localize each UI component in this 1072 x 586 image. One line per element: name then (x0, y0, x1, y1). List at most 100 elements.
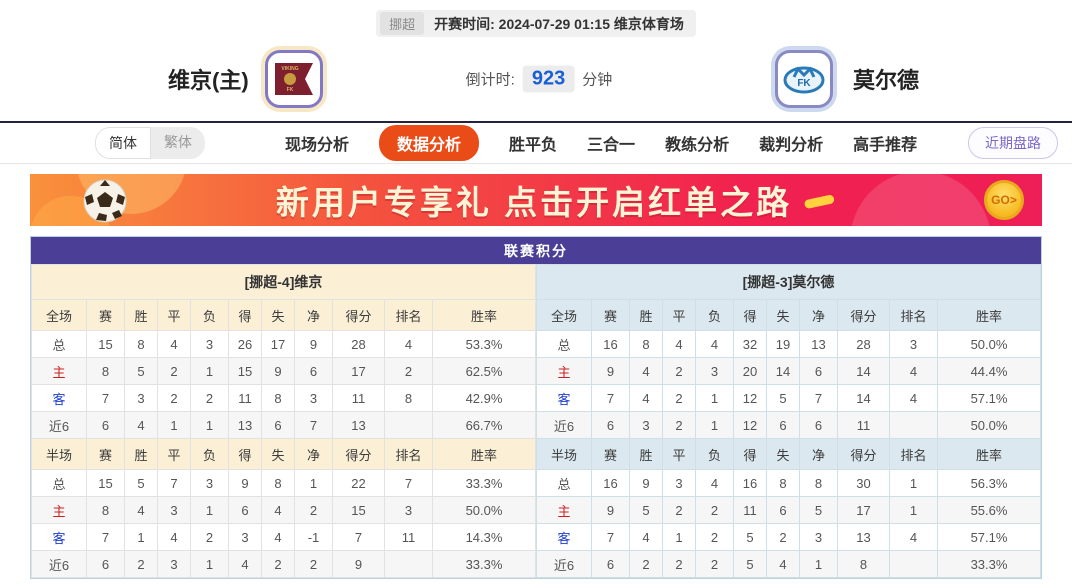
table-cell: 1 (157, 411, 191, 439)
table-cell: 4 (629, 357, 663, 385)
column-header: 平 (662, 438, 696, 470)
table-cell: 3 (124, 384, 158, 412)
table-cell: 6 (799, 411, 838, 439)
table-cell: 3 (228, 523, 262, 551)
column-header: 赛 (86, 299, 125, 331)
match-info-bar: 挪超 开赛时间: 2024-07-29 01:15 维京体育场 (0, 0, 1072, 37)
tab-expert-picks[interactable]: 高手推荐 (853, 137, 918, 154)
table-cell: 6 (228, 496, 262, 524)
table-cell: 1 (889, 469, 938, 497)
column-header: 失 (261, 438, 295, 470)
lang-traditional-option[interactable]: 繁体 (164, 134, 192, 150)
table-cell: 17 (837, 496, 890, 524)
promo-banner[interactable]: 新用户专享礼 点击开启红单之路 GO> (30, 174, 1042, 226)
table-cell: 9 (591, 496, 630, 524)
table-cell: 6 (766, 411, 800, 439)
column-header: 得分 (332, 299, 385, 331)
nav-bar: 简体 繁体 现场分析 数据分析 胜平负 三合一 教练分析 裁判分析 高手推荐 近… (0, 123, 1072, 164)
tab-live-analysis[interactable]: 现场分析 (285, 137, 350, 154)
table-cell: 33.3% (432, 469, 536, 497)
column-header: 净 (294, 438, 333, 470)
row-label: 总 (536, 330, 592, 358)
tab-three-in-one[interactable]: 三合一 (587, 137, 636, 154)
column-header: 胜 (629, 438, 663, 470)
svg-text:FK: FK (287, 87, 294, 93)
svg-text:VIKING: VIKING (281, 66, 298, 72)
table-cell: 53.3% (432, 330, 536, 358)
column-header: 平 (157, 438, 191, 470)
table-cell: 5 (766, 384, 800, 412)
go-button[interactable]: GO> (984, 180, 1024, 220)
table-cell: 4 (124, 496, 158, 524)
tab-data-analysis[interactable]: 数据分析 (379, 125, 480, 161)
table-cell: 8 (86, 496, 125, 524)
away-standings-table: [挪超-3]莫尔德 全场赛胜平负得失净得分 排名 胜率 总 16 8 4 4 32 19 13 28… (536, 264, 1041, 578)
table-cell: 3 (799, 523, 838, 551)
column-header: 得 (228, 438, 262, 470)
league-badge: 挪超 (380, 12, 425, 35)
countdown-unit: 分钟 (582, 71, 613, 89)
column-header: 全场 (31, 299, 87, 331)
table-cell: 2 (695, 550, 734, 578)
column-header: 胜率 (432, 299, 536, 331)
table-cell: 12 (733, 411, 767, 439)
column-header: 胜率 (432, 438, 536, 470)
table-row: 主 9 5 2 2 11 6 5 17 1 55.6% (536, 496, 1041, 524)
table-row: 近6 6 3 2 1 12 6 6 11 50.0% (536, 411, 1041, 439)
row-label: 近6 (536, 411, 592, 439)
table-cell: 8 (124, 330, 158, 358)
table-cell: 4 (228, 550, 262, 578)
table-cell: 2 (124, 550, 158, 578)
table-cell: 2 (695, 496, 734, 524)
tab-referee-analysis[interactable]: 裁判分析 (759, 137, 824, 154)
row-label: 总 (31, 469, 87, 497)
table-cell: 4 (629, 523, 663, 551)
squiggle-decoration (803, 194, 836, 210)
table-cell (889, 411, 938, 439)
table-cell: 15 (228, 357, 262, 385)
table-cell: 3 (190, 330, 229, 358)
standings-title: 联赛积分 (31, 237, 1041, 264)
recent-trends-button[interactable]: 近期盘路 (968, 127, 1058, 159)
column-header: 负 (695, 438, 734, 470)
table-cell: 33.3% (432, 550, 536, 578)
away-team-name: 莫尔德 (853, 68, 920, 93)
table-cell: 6 (261, 411, 295, 439)
table-cell: 7 (157, 469, 191, 497)
column-header: 得 (733, 438, 767, 470)
table-cell: 1 (695, 384, 734, 412)
table-row: [挪超-3]莫尔德 (536, 264, 1041, 300)
countdown-value: 923 (522, 65, 575, 93)
tab-win-draw-loss[interactable]: 胜平负 (509, 137, 558, 154)
table-cell: 56.3% (937, 469, 1041, 497)
column-header: 半场 (536, 438, 592, 470)
table-cell: 7 (591, 384, 630, 412)
table-row: 近6 6 2 2 2 5 4 1 8 33.3% (536, 550, 1041, 578)
league-standings-panel: 联赛积分 [挪超-4]维京 全场赛胜平负得失净得分 排名 胜率 总 15 8 4 3 26 17… (30, 236, 1042, 579)
table-cell: 19 (766, 330, 800, 358)
lang-simplified-option[interactable]: 简体 (95, 127, 151, 159)
table-cell: 3 (190, 469, 229, 497)
table-cell: 4 (889, 523, 938, 551)
table-cell: 66.7% (432, 411, 536, 439)
table-cell: 4 (889, 384, 938, 412)
table-cell: 9 (332, 550, 385, 578)
table-row: 近6 6 2 3 1 4 2 2 9 33.3% (31, 550, 536, 578)
table-cell (384, 550, 433, 578)
table-cell: 6 (591, 550, 630, 578)
table-row: 客 7 4 1 2 5 2 3 13 4 57.1% (536, 523, 1041, 551)
table-cell: 2 (261, 550, 295, 578)
table-cell: 8 (629, 330, 663, 358)
column-header: 净 (294, 299, 333, 331)
tab-coach-analysis[interactable]: 教练分析 (665, 137, 730, 154)
column-header: 赛 (591, 299, 630, 331)
table-row: 客 7 3 2 2 11 8 3 11 8 42.9% (31, 384, 536, 412)
table-cell: 42.9% (432, 384, 536, 412)
table-cell: 2 (157, 384, 191, 412)
table-cell: 13 (837, 523, 890, 551)
table-cell: 8 (261, 469, 295, 497)
table-cell: -1 (294, 523, 333, 551)
column-header: 得分 (837, 299, 890, 331)
column-header: 赛 (591, 438, 630, 470)
column-header: 失 (766, 299, 800, 331)
